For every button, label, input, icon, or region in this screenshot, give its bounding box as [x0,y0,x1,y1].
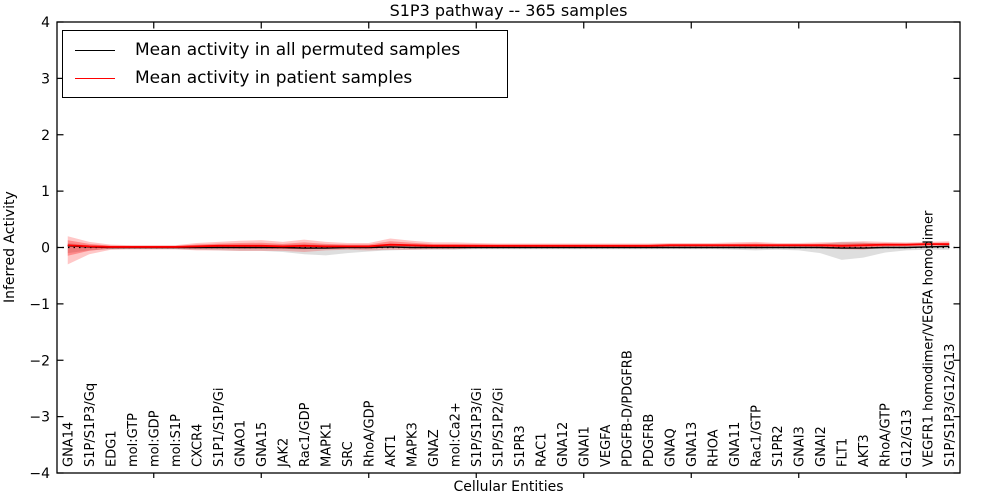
entity-label: GNA15 [255,422,270,467]
entity-label: GNAI1 [577,426,592,467]
entity-label: AKT3 [857,434,872,467]
legend-label-patient: Mean activity in patient samples [135,68,413,88]
entity-label: S1P/S1P3/G12/G13 [943,344,958,467]
entity-label: SRC [341,441,356,467]
legend: Mean activity in all permuted samples Me… [62,30,508,98]
permuted-mean-line [67,245,950,249]
entity-label: PDGFB-D/PDGFRB [620,350,635,467]
entity-label: GNA14 [61,422,76,467]
y-tick-label: 3 [41,71,50,87]
entity-label: PDGFRB [642,414,657,467]
legend-label-permuted: Mean activity in all permuted samples [135,40,461,60]
entity-label: FLT1 [835,438,850,467]
y-tick-label: 4 [41,15,50,31]
entity-label: G12/G13 [900,409,915,467]
entity-label: GNA12 [556,422,571,467]
entity-label: GNA11 [728,422,743,467]
y-axis-label: Inferred Activity [2,191,18,303]
permuted-line-swatch-icon [75,49,115,51]
entity-label: Rac1/GDP [298,402,313,467]
entity-label: GNAI2 [814,426,829,467]
y-tick-label: −4 [29,466,50,482]
entity-label: EDG1 [104,430,119,467]
entity-label: S1P/S1P3/Gi [470,388,485,467]
entity-label: RHOA [706,429,721,467]
entity-label: mol:Ca2+ [448,402,463,467]
y-tick-label: 1 [41,184,50,200]
y-tick-label: −2 [29,353,50,369]
patient-band-inner [67,240,950,256]
entity-label: GNAI3 [792,426,807,467]
entity-label: GNAQ [663,428,678,467]
entity-label: VEGFA [599,425,614,467]
legend-item-permuted: Mean activity in all permuted samples [75,36,499,64]
entity-label: S1PR3 [513,425,528,467]
y-tick-label: 0 [41,241,50,257]
entity-label: VEGFR1 homodimer/VEGFA homodimer [921,210,936,467]
entity-label: MAPK3 [405,422,420,467]
patient-mean-line [67,243,950,248]
chart-title: S1P3 pathway -- 365 samples [389,1,628,20]
patient-line-swatch-icon [75,77,115,79]
y-tick-label: 2 [41,128,50,144]
patient-band-outer [67,236,950,265]
entity-label: GNAO1 [233,420,248,467]
legend-item-patient: Mean activity in patient samples [75,64,499,92]
y-tick-label: −1 [29,297,50,313]
entity-label: S1PR2 [771,425,786,467]
entity-label: S1P/S1P3/Gq [83,383,98,467]
entity-label: RAC1 [534,432,549,467]
entity-label: RhoA/GDP [362,400,377,467]
entity-label: GNAZ [427,429,442,467]
entity-label: mol:GTP [126,413,141,467]
entity-label: mol:GDP [147,410,162,467]
entity-label: S1P1/S1P/Gi [212,388,227,467]
entity-label: RhoA/GTP [878,403,893,467]
entity-label: S1P/S1P2/Gi [491,388,506,467]
y-tick-label: −3 [29,410,50,426]
entity-label: mol:S1P [169,414,184,467]
entity-label: AKT1 [384,434,399,467]
entity-label: JAK2 [276,438,291,468]
x-axis-label: Cellular Entities [453,479,564,495]
entity-label: CXCR4 [190,424,205,467]
entity-label: MAPK1 [319,422,334,467]
entity-label: GNA13 [685,422,700,467]
entity-label: Rac1/GTP [749,405,764,467]
